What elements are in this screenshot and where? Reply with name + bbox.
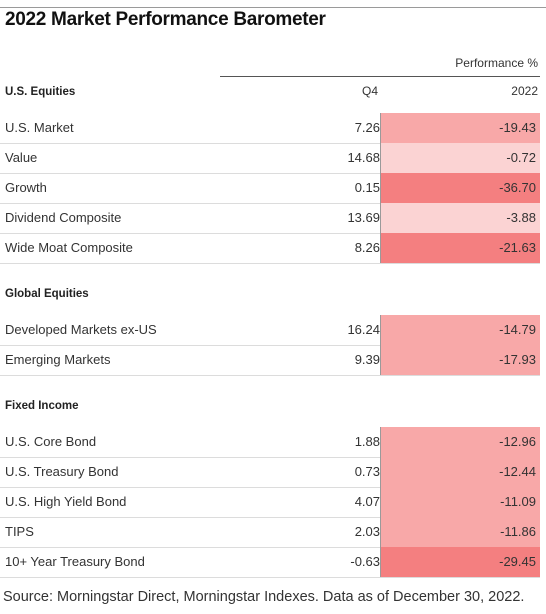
row-2022-value: -14.79 [499,322,536,337]
performance-header: Performance % [455,56,538,70]
table-row: 10+ Year Treasury Bond -0.63 -29.45 [0,547,540,578]
row-q4-value: 14.68 [347,150,380,165]
column-divider [380,173,381,203]
heat-cell: -29.45 [381,547,540,577]
row-name: Developed Markets ex-US [5,322,157,337]
table-row: U.S. Treasury Bond 0.73 -12.44 [0,457,540,488]
section-label-fixed-income: Fixed Income [5,400,79,412]
heat-cell: -36.70 [381,173,540,203]
row-q4-value: 1.88 [354,434,380,449]
heat-cell: -21.63 [381,233,540,263]
row-2022-value: -19.43 [499,120,536,135]
row-q4-value: 13.69 [347,210,380,225]
row-q4-value: 0.73 [354,464,380,479]
heat-cell: -12.96 [381,427,540,457]
row-2022-value: -11.09 [500,494,536,509]
row-q4-value: 9.39 [354,352,380,367]
row-name: 10+ Year Treasury Bond [5,554,145,569]
section-label-global-equities: Global Equities [5,288,89,300]
column-divider [380,143,381,173]
column-header-q4: Q4 [361,84,378,98]
column-divider [380,345,381,375]
top-rule [0,7,546,8]
heat-cell: -3.88 [381,203,540,233]
table-row: TIPS 2.03 -11.86 [0,517,540,548]
column-divider [380,315,381,345]
row-2022-value: -21.63 [499,240,536,255]
row-q4-value: 0.15 [354,180,380,195]
row-2022-value: -3.88 [506,210,536,225]
heat-cell: -0.72 [381,143,540,173]
column-divider [380,457,381,487]
column-header-2022: 2022 [511,84,538,98]
page-title: 2022 Market Performance Barometer [5,9,326,30]
row-q4-value: -0.63 [350,554,380,569]
column-divider [380,517,381,547]
row-name: U.S. High Yield Bond [5,494,127,509]
row-q4-value: 8.26 [354,240,380,255]
row-name: U.S. Market [5,120,74,135]
row-name: TIPS [5,524,34,539]
row-2022-value: -29.45 [499,554,536,569]
section-label-us-equities: U.S. Equities [5,86,76,98]
table-row: U.S. High Yield Bond 4.07 -11.09 [0,487,540,518]
column-divider [380,427,381,457]
row-name: U.S. Core Bond [5,434,97,449]
row-2022-value: -12.96 [499,434,536,449]
table-row: Growth 0.15 -36.70 [0,173,540,204]
row-q4-value: 16.24 [347,322,380,337]
row-2022-value: -12.44 [499,464,536,479]
column-divider [380,233,381,263]
column-divider [380,487,381,517]
table-row: U.S. Market 7.26 -19.43 [0,113,540,144]
row-q4-value: 2.03 [354,524,380,539]
row-name: U.S. Treasury Bond [5,464,119,479]
row-q4-value: 7.26 [354,120,380,135]
table-row: U.S. Core Bond 1.88 -12.96 [0,427,540,458]
table-row: Developed Markets ex-US 16.24 -14.79 [0,315,540,346]
row-2022-value: -11.86 [500,524,536,539]
row-2022-value: -17.93 [499,352,536,367]
row-2022-value: -36.70 [499,180,536,195]
heat-cell: -14.79 [381,315,540,345]
heat-cell: -11.09 [381,487,540,517]
table-row: Value 14.68 -0.72 [0,143,540,174]
performance-header-rule [220,76,540,77]
row-name: Growth [5,180,47,195]
table-row: Emerging Markets 9.39 -17.93 [0,345,540,376]
column-divider [380,113,381,143]
heat-cell: -12.44 [381,457,540,487]
column-divider [380,203,381,233]
row-name: Wide Moat Composite [5,240,133,255]
row-q4-value: 4.07 [354,494,380,509]
table-row: Wide Moat Composite 8.26 -21.63 [0,233,540,264]
heat-cell: -19.43 [381,113,540,143]
row-2022-value: -0.72 [506,150,536,165]
column-divider [380,547,381,577]
row-name: Value [5,150,38,165]
row-name: Emerging Markets [5,352,111,367]
table-row: Dividend Composite 13.69 -3.88 [0,203,540,234]
heat-cell: -17.93 [381,345,540,375]
row-name: Dividend Composite [5,210,122,225]
source-note: Source: Morningstar Direct, Morningstar … [3,589,525,605]
heat-cell: -11.86 [381,517,540,547]
